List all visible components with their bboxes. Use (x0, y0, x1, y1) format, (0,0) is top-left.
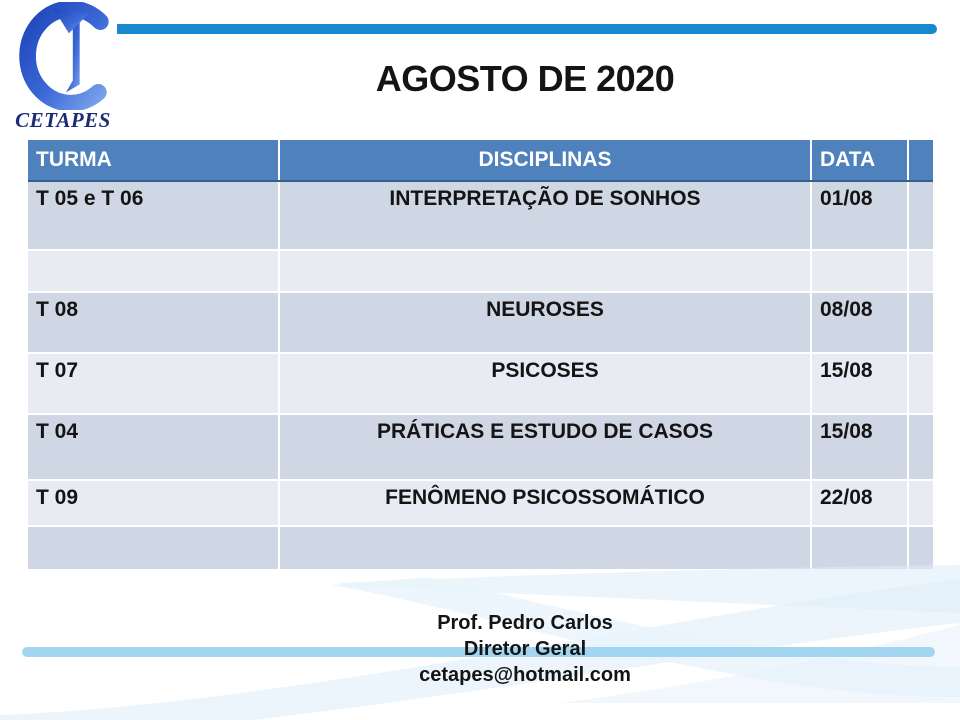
header-cell-turma: TURMA (28, 140, 280, 180)
header-cell-disc: DISCIPLINAS (280, 140, 812, 180)
page-title: AGOSTO DE 2020 (375, 58, 675, 99)
cell-turma (28, 251, 280, 291)
cell-disc: PRÁTICAS E ESTUDO DE CASOS (280, 415, 812, 479)
footer-role: Diretor Geral (463, 638, 587, 660)
table-row: T 07 PSICOSES 15/08 (28, 354, 933, 415)
table-row: T 08 NEUROSES 08/08 (28, 293, 933, 354)
cell-turma: T 05 e T 06 (28, 182, 280, 249)
cell-disc: INTERPRETAÇÃO DE SONHOS (280, 182, 812, 249)
cell-data (812, 527, 909, 569)
cell-data: 08/08 (812, 293, 909, 352)
schedule-table: TURMA DISCIPLINAS DATA T 05 e T 06 INTERPRE… (28, 140, 933, 571)
cell-data: 22/08 (812, 481, 909, 525)
cell-extra (909, 527, 933, 569)
header-cell-extra (909, 140, 933, 180)
cell-disc: PSICOSES (280, 354, 812, 413)
cell-extra (909, 481, 933, 525)
cell-extra (909, 251, 933, 291)
cell-disc (280, 251, 812, 291)
logo-letter-c-icon (19, 2, 109, 110)
cell-extra (909, 293, 933, 352)
cell-data: 15/08 (812, 415, 909, 479)
table-row: T 05 e T 06 INTERPRETAÇÃO DE SONHOS 01/08 (28, 182, 933, 251)
footer: Prof. Pedro Carlos Diretor Geral cetapes… (90, 610, 960, 688)
cell-extra (909, 354, 933, 413)
table-row (28, 527, 933, 571)
logo-text: CETAPES (15, 108, 111, 132)
cell-extra (909, 415, 933, 479)
top-bar-decoration (117, 24, 937, 34)
cell-turma: T 04 (28, 415, 280, 479)
schedule-table-body: T 05 e T 06 INTERPRETAÇÃO DE SONHOS 01/08 T… (28, 182, 933, 571)
header-cell-data: DATA (812, 140, 909, 180)
footer-professor-name: Prof. Pedro Carlos (437, 612, 613, 634)
cell-data: 15/08 (812, 354, 909, 413)
cell-disc: FENÔMENO PSICOSSOMÁTICO (280, 481, 812, 525)
cetapes-logo: CETAPES (8, 2, 118, 133)
cell-disc: NEUROSES (280, 293, 812, 352)
cell-data (812, 251, 909, 291)
cell-turma (28, 527, 280, 569)
cell-data: 01/08 (812, 182, 909, 249)
cell-disc (280, 527, 812, 569)
table-row: T 09 FENÔMENO PSICOSSOMÁTICO 22/08 (28, 481, 933, 527)
table-row: T 04 PRÁTICAS E ESTUDO DE CASOS 15/08 (28, 415, 933, 481)
cell-turma: T 07 (28, 354, 280, 413)
table-row (28, 251, 933, 293)
footer-email: cetapes@hotmail.com (419, 664, 631, 686)
cell-turma: T 08 (28, 293, 280, 352)
cell-extra (909, 182, 933, 249)
footer-band-decoration (22, 647, 935, 657)
table-header-row: TURMA DISCIPLINAS DATA (28, 140, 933, 182)
cell-turma: T 09 (28, 481, 280, 525)
